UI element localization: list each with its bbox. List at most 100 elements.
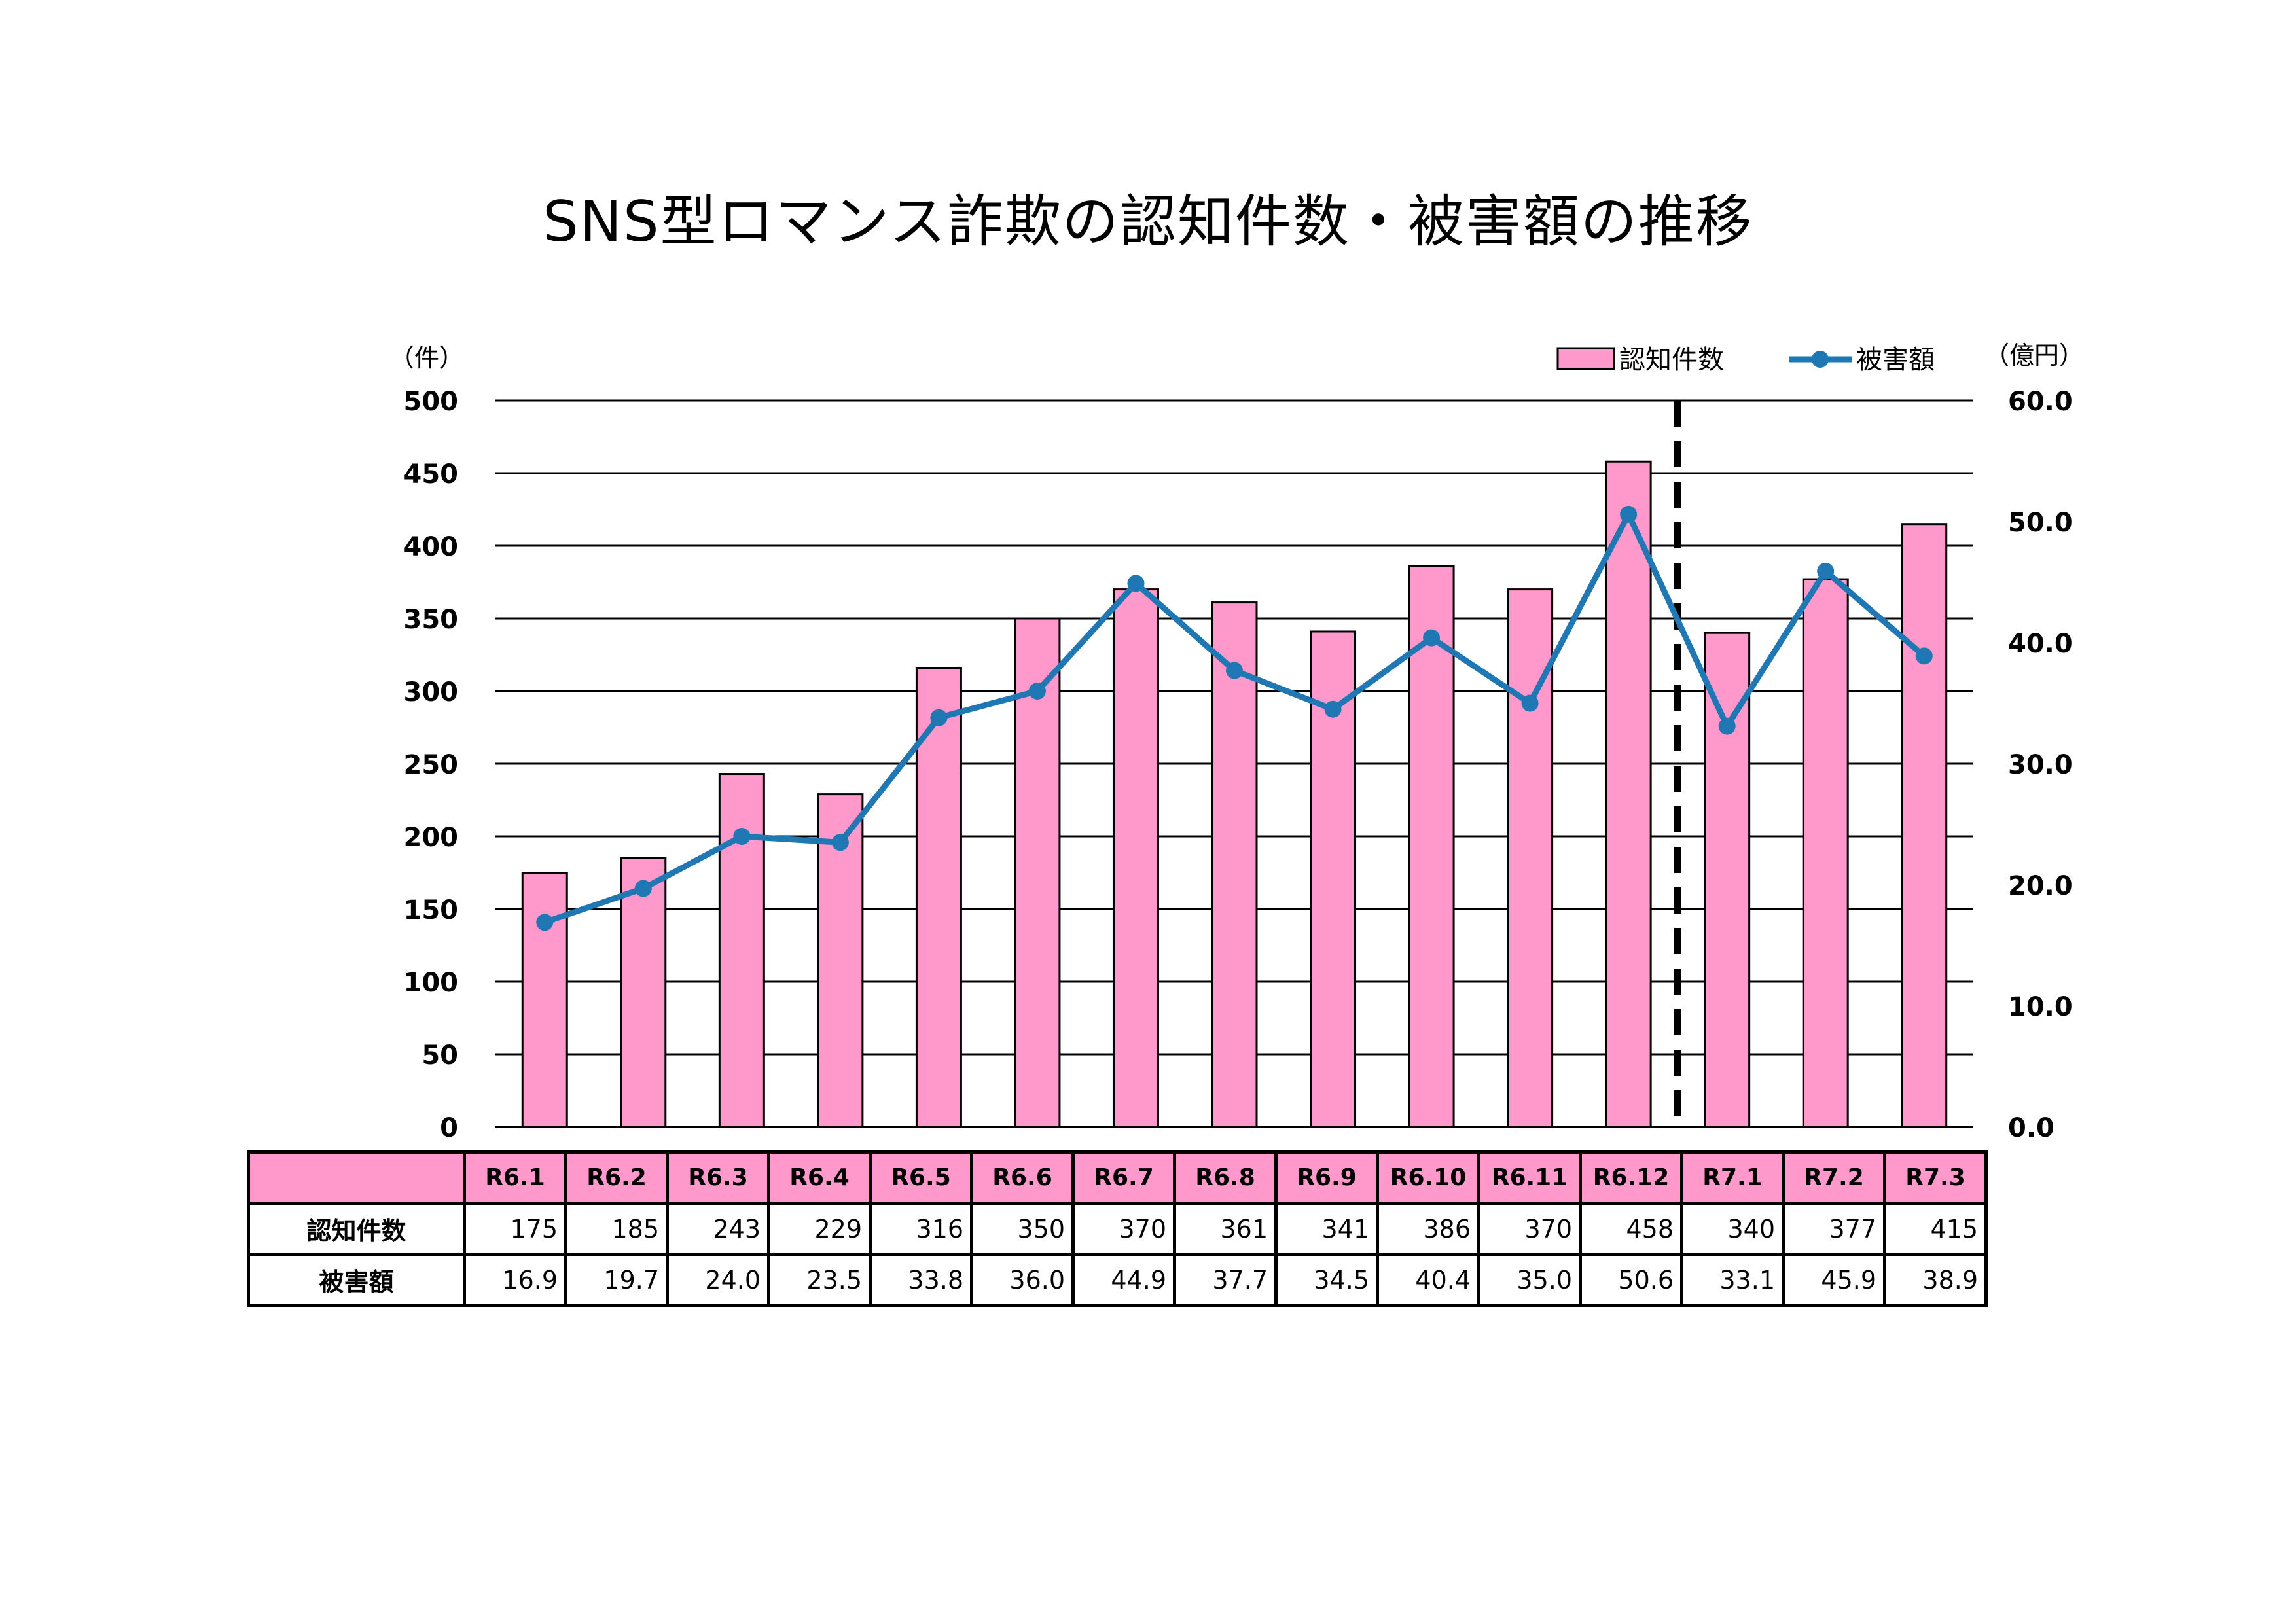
table-cell: 19.7 bbox=[564, 1253, 669, 1307]
table-cell: 458 bbox=[1579, 1202, 1683, 1256]
right-tick-label: 50.0 bbox=[2008, 508, 2073, 538]
table-cell: 33.1 bbox=[1680, 1253, 1785, 1307]
bar bbox=[817, 793, 864, 1128]
bar bbox=[521, 872, 568, 1128]
table-cell: 50.6 bbox=[1579, 1253, 1683, 1307]
table-cell: 23.5 bbox=[767, 1253, 872, 1307]
table-header-cell: R6.9 bbox=[1274, 1150, 1379, 1205]
table-cell: 316 bbox=[869, 1202, 973, 1256]
chart-title: SNS型ロマンス詐欺の認知件数・被害額の推移 bbox=[543, 189, 1753, 255]
line-point bbox=[1817, 562, 1835, 580]
left-tick-label: 50 bbox=[422, 1041, 458, 1071]
line-point bbox=[831, 834, 849, 851]
table-header-cell: R6.1 bbox=[463, 1150, 567, 1205]
right-tick-label: 10.0 bbox=[2008, 992, 2073, 1022]
table-header-cell: R6.10 bbox=[1376, 1150, 1480, 1205]
table-cell: 24.0 bbox=[666, 1253, 770, 1307]
table-header-cell: R6.3 bbox=[666, 1150, 770, 1205]
line-point bbox=[1915, 647, 1933, 665]
table-cell: 35.0 bbox=[1477, 1253, 1582, 1307]
left-tick-label: 400 bbox=[404, 532, 459, 562]
line-point bbox=[1226, 662, 1243, 679]
line-point bbox=[1521, 694, 1539, 712]
line-point bbox=[1620, 505, 1638, 523]
right-tick-label: 60.0 bbox=[2008, 387, 2073, 417]
right-axis-unit: （億円） bbox=[1984, 341, 2084, 370]
left-tick-label: 0 bbox=[440, 1113, 458, 1143]
table-cell: 16.9 bbox=[463, 1253, 567, 1307]
table-header-cell: R6.11 bbox=[1477, 1150, 1582, 1205]
bar bbox=[620, 857, 667, 1128]
line-point bbox=[1423, 629, 1441, 647]
legend-bar-label: 認知件数 bbox=[1619, 345, 1724, 375]
table-cell: 243 bbox=[666, 1202, 770, 1256]
table-cell: 341 bbox=[1274, 1202, 1379, 1256]
left-tick-label: 200 bbox=[404, 823, 459, 853]
table-header-cell: R6.5 bbox=[869, 1150, 973, 1205]
left-tick-label: 100 bbox=[404, 968, 459, 998]
table-corner-cell bbox=[247, 1150, 466, 1205]
line-point bbox=[733, 828, 751, 845]
left-tick-label: 350 bbox=[404, 605, 459, 635]
table-cell: 370 bbox=[1477, 1202, 1582, 1256]
right-tick-label: 30.0 bbox=[2008, 750, 2073, 780]
table-header-cell: R6.2 bbox=[564, 1150, 669, 1205]
bar bbox=[1901, 523, 1948, 1128]
right-tick-label: 20.0 bbox=[2008, 871, 2073, 901]
table-row: 被害額 16.9 19.7 24.0 23.5 33.8 36.0 44.9 37.7 34.5 4… bbox=[247, 1253, 1988, 1307]
left-axis-unit: （件） bbox=[389, 344, 464, 372]
bar bbox=[1408, 565, 1455, 1128]
line-point bbox=[536, 914, 554, 931]
line-point bbox=[1127, 575, 1145, 592]
bar bbox=[1802, 578, 1849, 1128]
combo-chart: 0 50 100 150 200 250 300 350 400 450 500 0.0 10.0 20.… bbox=[389, 341, 2084, 1143]
right-tick-label: 0.0 bbox=[2008, 1113, 2054, 1143]
table-cell: 38.9 bbox=[1883, 1253, 1988, 1307]
table-cell: 415 bbox=[1883, 1202, 1988, 1256]
left-tick-label: 250 bbox=[404, 750, 459, 780]
table-header-cell: R7.3 bbox=[1883, 1150, 1988, 1205]
table-row-label: 認知件数 bbox=[247, 1202, 466, 1256]
left-tick-label: 150 bbox=[404, 895, 459, 925]
line-point bbox=[634, 880, 652, 897]
table-cell: 185 bbox=[564, 1202, 669, 1256]
legend-bar-swatch bbox=[1556, 347, 1615, 370]
bar bbox=[915, 666, 962, 1128]
table-cell: 37.7 bbox=[1173, 1253, 1278, 1307]
line-point bbox=[930, 709, 948, 726]
bar bbox=[1112, 588, 1159, 1128]
right-tick-label: 40.0 bbox=[2008, 629, 2073, 659]
line-point bbox=[1324, 700, 1342, 718]
table-cell: 45.9 bbox=[1782, 1253, 1886, 1307]
table-cell: 44.9 bbox=[1071, 1253, 1176, 1307]
table-header-cell: R6.8 bbox=[1173, 1150, 1278, 1205]
table-header-row: R6.1 R6.2 R6.3 R6.4 R6.5 R6.6 R6.7 R6.8 R6.9 R6.1… bbox=[247, 1150, 1988, 1205]
table-row: 認知件数 175 185 243 229 316 350 370 361 341 386 370 458… bbox=[247, 1202, 1988, 1256]
table-header-cell: R7.1 bbox=[1680, 1150, 1785, 1205]
table-cell: 340 bbox=[1680, 1202, 1785, 1256]
table-cell: 377 bbox=[1782, 1202, 1886, 1256]
bar bbox=[1704, 632, 1751, 1128]
table-cell: 386 bbox=[1376, 1202, 1480, 1256]
table-cell: 33.8 bbox=[869, 1253, 973, 1307]
legend-line-label: 被害額 bbox=[1856, 345, 1935, 375]
table-header-cell: R7.2 bbox=[1782, 1150, 1886, 1205]
line-point bbox=[1718, 717, 1736, 735]
table-header-cell: R6.6 bbox=[970, 1150, 1075, 1205]
left-tick-label: 500 bbox=[404, 387, 459, 417]
left-tick-label: 300 bbox=[404, 677, 459, 707]
legend-line-marker bbox=[1812, 351, 1829, 368]
table-header-cell: R6.4 bbox=[767, 1150, 872, 1205]
table-header-cell: R6.7 bbox=[1071, 1150, 1176, 1205]
table-cell: 36.0 bbox=[970, 1253, 1075, 1307]
bar bbox=[1211, 601, 1258, 1128]
table-header-cell: R6.12 bbox=[1579, 1150, 1683, 1205]
bar bbox=[718, 773, 765, 1128]
table-cell: 229 bbox=[767, 1202, 872, 1256]
table-cell: 350 bbox=[970, 1202, 1075, 1256]
line-point bbox=[1028, 683, 1046, 700]
data-table: R6.1 R6.2 R6.3 R6.4 R6.5 R6.6 R6.7 R6.8 R6.9 R6.1… bbox=[247, 1150, 1988, 1307]
table-cell: 40.4 bbox=[1376, 1253, 1480, 1307]
table-cell: 370 bbox=[1071, 1202, 1176, 1256]
table-cell: 34.5 bbox=[1274, 1253, 1379, 1307]
